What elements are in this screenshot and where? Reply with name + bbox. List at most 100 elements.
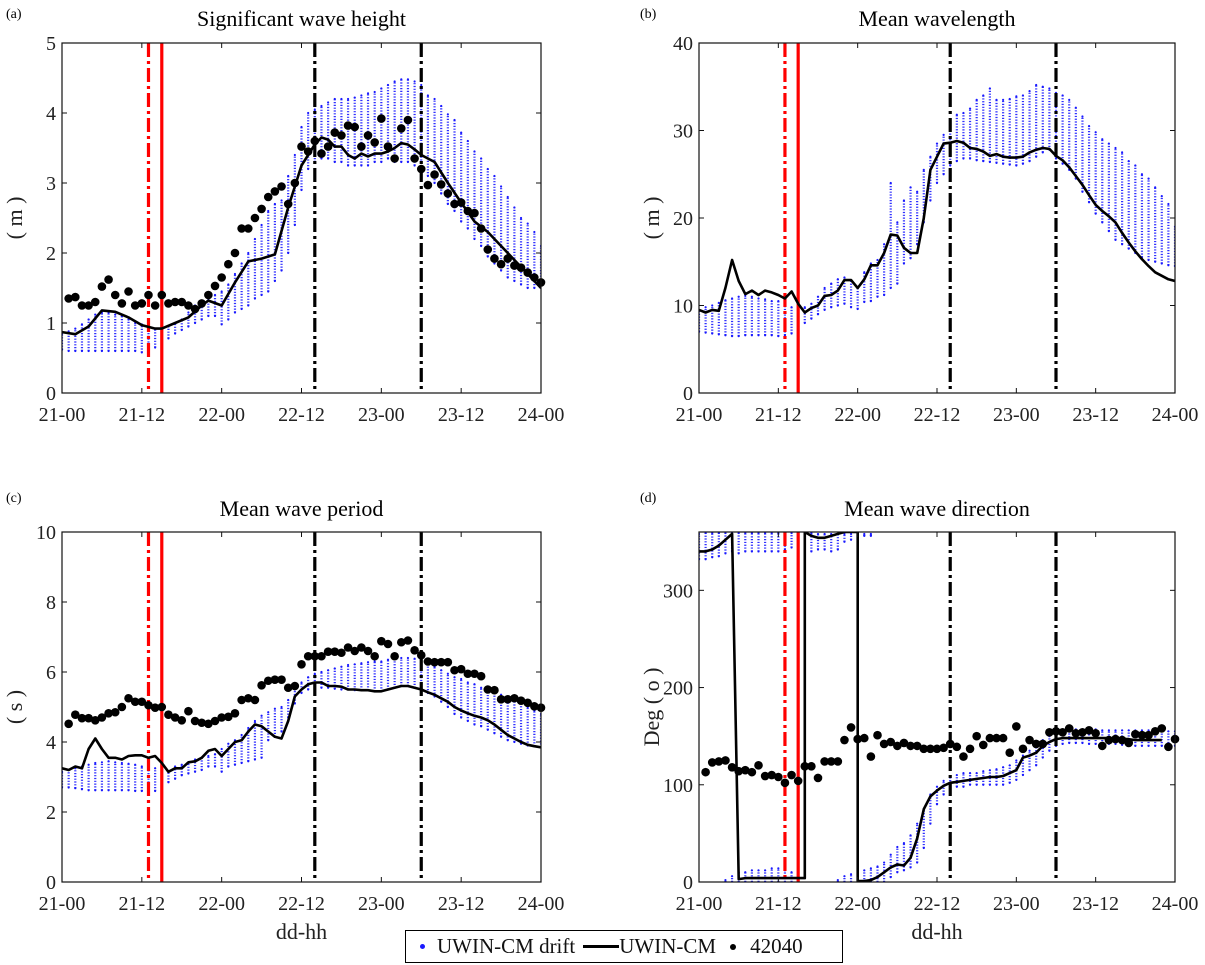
drift-point xyxy=(287,251,290,255)
buoy-point xyxy=(383,639,393,649)
drift-point xyxy=(426,174,430,178)
drift-point xyxy=(333,97,336,101)
drift-point xyxy=(982,770,985,773)
drift-point xyxy=(1008,781,1011,784)
drift-point xyxy=(1107,230,1110,233)
drift-point xyxy=(300,125,303,129)
buoy-point xyxy=(1071,728,1081,738)
drift-point xyxy=(267,290,270,293)
drift-point xyxy=(1081,741,1084,745)
drift-point xyxy=(830,306,833,309)
drift-point xyxy=(207,765,210,768)
buoy-point xyxy=(1137,730,1147,740)
drift-point xyxy=(460,677,463,681)
drift-point xyxy=(935,803,939,806)
drift-point xyxy=(346,663,350,667)
drift-point xyxy=(213,753,217,756)
buoy-point xyxy=(330,128,340,137)
drift-point xyxy=(975,772,978,775)
buoy-point xyxy=(919,744,929,754)
drift-point xyxy=(790,546,793,549)
drift-point xyxy=(127,789,130,792)
buoy-point xyxy=(303,147,313,156)
drift-point xyxy=(227,318,230,321)
buoy-point xyxy=(297,142,306,151)
buoy-point xyxy=(523,698,532,708)
buoy-point xyxy=(1150,727,1160,736)
drift-point xyxy=(519,216,523,220)
drift-point xyxy=(340,688,343,691)
drift-point xyxy=(187,311,190,314)
drift-point xyxy=(67,786,70,789)
drift-point xyxy=(346,164,350,167)
buoy-point xyxy=(184,706,193,716)
drift-point xyxy=(207,314,210,318)
drift-point xyxy=(380,660,383,663)
drift-point xyxy=(440,669,443,672)
buoy-point xyxy=(377,636,386,646)
buoy-point xyxy=(1157,724,1167,733)
drift-point xyxy=(876,865,879,868)
drift-point xyxy=(247,304,250,307)
x-tick-label: 22-12 xyxy=(278,404,325,426)
buoy-point xyxy=(945,739,955,749)
y-axis-label: Deg ( o ) xyxy=(639,668,664,747)
drift-point xyxy=(114,349,117,353)
buoy-point xyxy=(496,695,506,704)
drift-point xyxy=(1068,98,1071,101)
drift-point xyxy=(816,532,820,536)
buoy-point xyxy=(932,744,942,754)
drift-point xyxy=(499,185,503,188)
drift-point xyxy=(1094,742,1097,746)
drift-point xyxy=(988,769,991,772)
y-tick-label: 100 xyxy=(663,775,693,797)
buoy-point xyxy=(1038,739,1048,749)
drift-point xyxy=(1028,160,1031,163)
drift-point xyxy=(909,834,912,837)
buoy-point xyxy=(170,713,180,722)
buoy-point xyxy=(793,776,803,786)
drift-point xyxy=(896,845,899,849)
drift-point xyxy=(360,94,363,97)
buoy-point xyxy=(130,301,140,310)
drift-point xyxy=(1114,742,1117,746)
buoy-point xyxy=(470,669,479,679)
buoy-point xyxy=(470,208,479,218)
drift-point xyxy=(519,283,523,286)
drift-point xyxy=(764,298,767,301)
drift-point xyxy=(253,719,257,723)
drift-point xyxy=(1140,744,1144,747)
drift-point xyxy=(982,783,985,786)
series-drift xyxy=(699,83,1175,338)
drift-point xyxy=(480,686,483,689)
drift-point xyxy=(988,160,991,164)
buoy-point xyxy=(224,712,233,722)
buoy-point xyxy=(1051,727,1061,736)
drift-point xyxy=(1121,743,1124,747)
buoy-point xyxy=(210,281,220,291)
buoy-point xyxy=(767,770,777,780)
buoy-point xyxy=(90,716,100,725)
drift-point xyxy=(307,688,310,691)
drift-point xyxy=(134,349,137,353)
drift-point xyxy=(777,867,780,870)
buoy-point xyxy=(137,299,147,308)
drift-point xyxy=(327,101,330,104)
drift-point xyxy=(988,87,991,90)
x-axis-label: dd-hh xyxy=(276,919,327,944)
y-tick-label: 4 xyxy=(46,732,56,754)
drift-point xyxy=(883,293,886,297)
drift-point xyxy=(513,206,516,209)
drift-point xyxy=(810,302,813,305)
drift-point xyxy=(293,153,296,157)
buoy-point xyxy=(707,758,717,767)
drift-point xyxy=(757,869,760,872)
drift-point xyxy=(1107,142,1110,145)
drift-point xyxy=(988,783,991,786)
drift-point xyxy=(737,552,740,555)
drift-point xyxy=(247,726,250,730)
y-tick-label: 0 xyxy=(683,872,693,894)
drift-point xyxy=(154,346,157,349)
drift-point xyxy=(220,770,223,773)
buoy-point xyxy=(1058,727,1067,737)
